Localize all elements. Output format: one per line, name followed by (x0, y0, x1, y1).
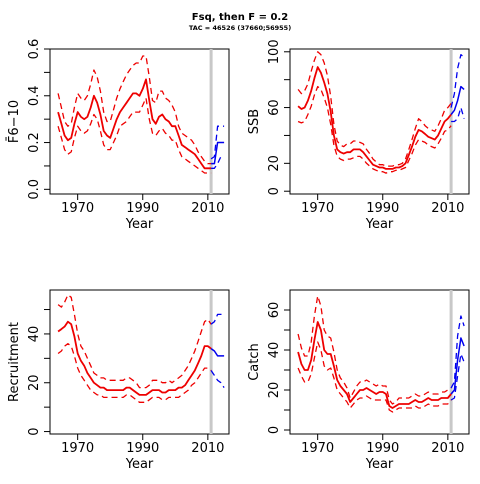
ssb-forecast-line (450, 85, 465, 115)
catch-forecast-line (450, 337, 465, 395)
catch-y-tick-label: 20 (267, 382, 282, 399)
fbar-x-tick-label: 2010 (191, 201, 224, 216)
recruitment-y-tick-label: 40 (27, 326, 42, 343)
fbar-y-tick-label: 0.6 (27, 39, 42, 60)
catch-estimate-line (297, 321, 452, 409)
ssb-y-axis-label: SSB (247, 109, 262, 134)
catch-x-axis-label: Year (365, 457, 394, 472)
recruitment-plot-frame (49, 289, 230, 435)
catch-estimate-lower-ci (297, 341, 452, 413)
recruitment-y-tick-label: 20 (27, 374, 42, 391)
ssb-x-tick-label: 1970 (301, 201, 334, 216)
fbar-forecast-line (211, 141, 225, 165)
recruitment-forecast-line (210, 347, 225, 357)
fbar-estimate-line (57, 78, 212, 170)
figure-subtitle: TAC = 46526 (37660;56955) (189, 24, 291, 32)
recruitment-x-axis-label: Year (125, 457, 154, 472)
fbar-y-axis-label: F̄6−10 (7, 100, 22, 143)
recruitment-forecast-lower-ci (210, 370, 225, 388)
catch-plot-frame (289, 289, 470, 435)
catch-x-tick-label: 1990 (366, 441, 399, 456)
ssb-estimate-lower-ci (297, 85, 452, 174)
ssb-y-tick-label: 20 (267, 155, 282, 172)
fbar-x-tick-label: 1970 (61, 201, 94, 216)
recruitment-forecast-upper-ci (210, 313, 225, 325)
panel-ssb: 1970 1990 2010 0 20 60 100 Year SSB (247, 39, 470, 232)
fbar-plot-frame (49, 48, 230, 195)
catch-forecast-lower-ci (450, 353, 465, 401)
ssb-y-tick-label: 60 (267, 99, 282, 116)
ssb-x-tick-label: 1990 (366, 201, 399, 216)
recruitment-estimate-line (57, 320, 212, 396)
ssb-estimate-upper-ci (297, 51, 452, 167)
fbar-estimate-upper-ci (57, 55, 212, 165)
catch-forecast-upper-ci (450, 315, 465, 389)
fbar-forecast-lower-ci (211, 155, 225, 169)
fbar-forecast-upper-ci (210, 125, 225, 160)
catch-x-tick-label: 1970 (301, 441, 334, 456)
ssb-forecast-upper-ci (450, 53, 465, 108)
ssb-estimate-line (297, 66, 452, 170)
panel-recruitment: 1970 1990 2010 0 20 40 Year Recruitment (7, 289, 230, 472)
fbar-estimate-lower-ci (57, 97, 212, 174)
recruitment-estimate-lower-ci (57, 343, 212, 403)
ssb-plot-frame (289, 48, 470, 195)
ssb-x-tick-label: 2010 (431, 201, 464, 216)
ssb-y-tick-label: 100 (267, 39, 282, 64)
catch-y-axis-label: Catch (247, 343, 262, 381)
recruitment-x-tick-label: 1970 (61, 441, 94, 456)
recruitment-estimate-upper-ci (57, 294, 212, 389)
catch-x-tick-label: 2010 (431, 441, 464, 456)
panel-catch: 1970 1990 2010 0 20 40 60 Year Catch (247, 289, 470, 472)
catch-estimate-upper-ci (297, 295, 452, 405)
fbar-y-tick-label: 0.4 (27, 85, 42, 106)
figure-title: Fsq, then F = 0.2 (192, 12, 288, 23)
recruitment-x-tick-label: 2010 (191, 441, 224, 456)
recruitment-y-tick-label: 0 (27, 427, 42, 435)
catch-y-tick-label: 40 (267, 342, 282, 359)
ssb-x-axis-label: Year (365, 217, 394, 232)
catch-y-tick-label: 0 (267, 426, 282, 434)
fbar-y-tick-label: 0.0 (27, 179, 42, 200)
ssb-forecast-lower-ci (451, 106, 465, 123)
fbar-y-tick-label: 0.2 (27, 132, 42, 153)
recruitment-x-tick-label: 1990 (126, 441, 159, 456)
fbar-x-tick-label: 1990 (126, 201, 159, 216)
catch-y-tick-label: 60 (267, 302, 282, 319)
fbar-x-axis-label: Year (125, 217, 154, 232)
ssb-y-tick-label: 0 (267, 187, 282, 195)
panel-fbar: 1970 1990 2010 0.0 0.2 0.4 0.6 Year F̄6−10 (7, 39, 230, 232)
recruitment-y-axis-label: Recruitment (7, 322, 22, 402)
